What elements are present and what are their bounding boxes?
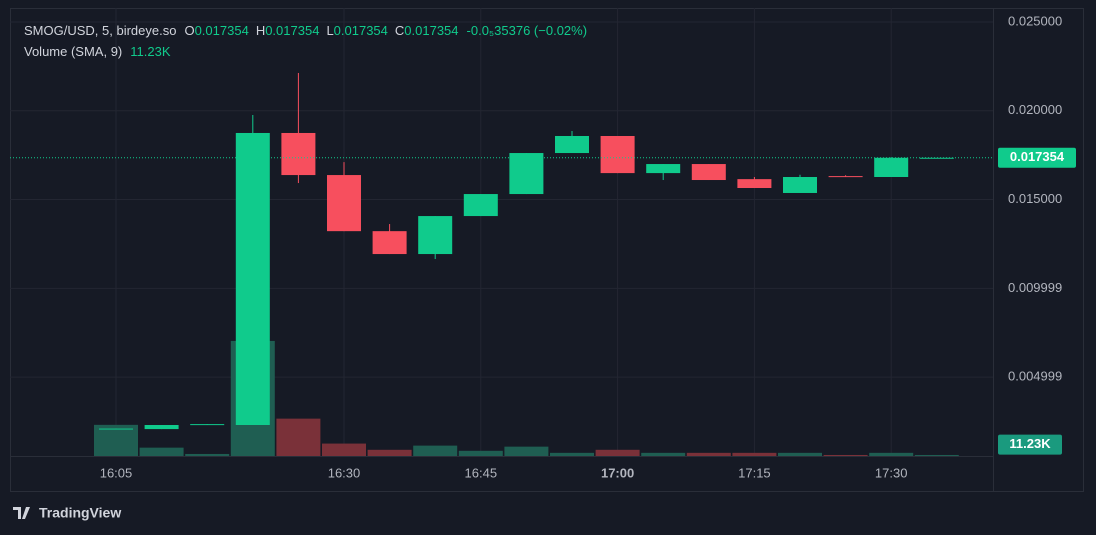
volume-bar bbox=[686, 452, 731, 456]
candle-body bbox=[783, 177, 817, 193]
x-tick-label: 17:15 bbox=[738, 465, 771, 480]
volume-bar bbox=[139, 447, 184, 456]
volume-bar bbox=[732, 452, 777, 456]
brand: TradingView bbox=[39, 505, 121, 521]
brand-logo: TradingView bbox=[13, 505, 121, 521]
volume-bar bbox=[641, 452, 686, 456]
volume-bar bbox=[276, 418, 321, 456]
volume-bar bbox=[778, 452, 822, 456]
x-tick-label: 16:45 bbox=[465, 465, 498, 480]
ohlc-key: O bbox=[184, 23, 194, 38]
volume-bar bbox=[914, 454, 959, 456]
candle-body bbox=[144, 425, 179, 430]
volume-bar bbox=[595, 449, 640, 456]
y-tick-label: 0.025000 bbox=[1008, 13, 1062, 28]
candle-body bbox=[418, 216, 453, 255]
y-tick-label: 0.009999 bbox=[1008, 280, 1062, 295]
candle-body bbox=[646, 164, 681, 174]
volume-sma-label: 11.23K bbox=[1009, 436, 1051, 451]
candle-body bbox=[509, 153, 544, 195]
legend-line: SMOG/USD, 5, birdeye.so O0.017354 H0.01735… bbox=[24, 23, 587, 38]
candle-body bbox=[600, 135, 635, 174]
last-price-badge bbox=[998, 147, 1076, 168]
ohlc-value: 0.017354 bbox=[265, 23, 319, 38]
ohlc-value: 0.017354 bbox=[195, 23, 249, 38]
x-tick-label: 16:30 bbox=[328, 465, 361, 480]
candle-body bbox=[874, 157, 909, 178]
candle-body bbox=[235, 132, 270, 426]
volume-bar bbox=[458, 450, 503, 456]
candle-body bbox=[555, 135, 589, 154]
y-tick-label: 0.015000 bbox=[1008, 191, 1062, 206]
y-tick-label: 0.020000 bbox=[1008, 102, 1062, 117]
ohlc-key: L bbox=[326, 23, 333, 38]
volume-bar bbox=[823, 454, 868, 456]
chart-frame bbox=[10, 8, 1084, 492]
volume-bar bbox=[869, 452, 914, 456]
change: -0.0₅35376 (−0.02%) bbox=[467, 23, 588, 38]
candles bbox=[99, 72, 954, 430]
volume-sma-badge bbox=[998, 434, 1062, 455]
candle-body bbox=[99, 428, 133, 430]
volume-bar bbox=[504, 446, 549, 456]
ohlc-key: H bbox=[256, 23, 265, 38]
symbol: SMOG/USD, 5, birdeye.so bbox=[24, 23, 176, 38]
volume-bar bbox=[185, 453, 230, 456]
axes: 0.025000 0.020000 0.015000 0.009999 0.004999… bbox=[10, 13, 1076, 480]
candle-body bbox=[372, 231, 407, 255]
volume-bar bbox=[413, 445, 458, 456]
last-price-label: 0.017354 bbox=[1010, 149, 1065, 164]
y-tick-label: 0.004999 bbox=[1008, 369, 1062, 384]
candle-body bbox=[190, 424, 225, 426]
ohlc-key: C bbox=[395, 23, 404, 38]
candle-body bbox=[919, 157, 954, 159]
candle-body bbox=[281, 132, 316, 176]
volume-sma-value: 11.23K bbox=[130, 44, 171, 59]
volume-bar bbox=[322, 443, 366, 456]
ohlc-value: 0.017354 bbox=[334, 23, 388, 38]
volume-bar bbox=[550, 452, 594, 456]
x-tick-label: 16:05 bbox=[100, 465, 133, 480]
volume-bar bbox=[367, 449, 412, 456]
candle-body bbox=[691, 164, 726, 181]
volume-legend-line: Volume (SMA, 9) 11.23K bbox=[24, 44, 171, 59]
candle-body bbox=[327, 175, 361, 232]
volume-title: Volume (SMA, 9) bbox=[24, 44, 122, 59]
grid bbox=[10, 8, 993, 456]
volume-bar bbox=[94, 424, 138, 456]
candle-body bbox=[737, 179, 772, 189]
ohlc-value: 0.017354 bbox=[404, 23, 458, 38]
x-tick-label: 17:00 bbox=[601, 465, 634, 480]
candle-body bbox=[463, 194, 498, 217]
candle-body bbox=[828, 176, 863, 178]
logo-icon bbox=[13, 507, 30, 519]
x-tick-label: 17:30 bbox=[875, 465, 908, 480]
